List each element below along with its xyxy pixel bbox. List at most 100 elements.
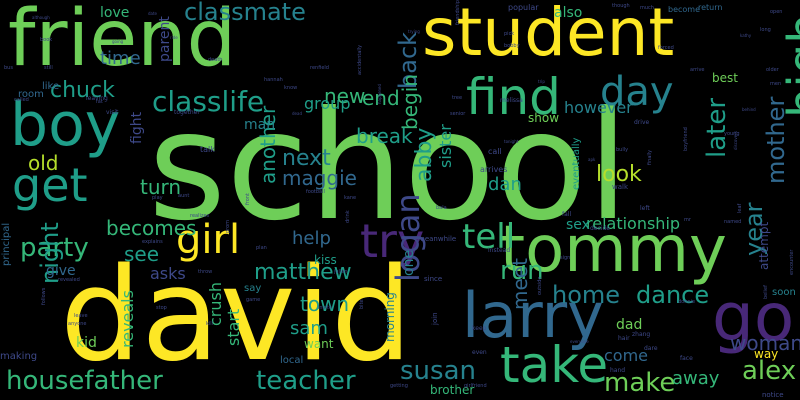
word-date: date [148, 11, 158, 16]
word-open: open [770, 9, 783, 15]
word-run: run [500, 256, 544, 286]
word-prom: prom [225, 219, 231, 233]
word-mother: mother [762, 96, 790, 184]
word-fight: fight [129, 111, 145, 144]
word-named: named [724, 219, 742, 225]
word-girl: girl [176, 217, 241, 263]
word-front: front [245, 193, 251, 205]
word-find: find [466, 68, 561, 126]
word-old: old [28, 151, 59, 175]
word-abby: abby [412, 127, 437, 182]
word-sister: sister [436, 124, 455, 168]
word-boyfriend: boyfriend [683, 127, 689, 151]
word-behind: behind [742, 107, 756, 112]
word-popular: popular [508, 3, 539, 12]
word-trip: trip [538, 79, 545, 84]
word-death: death [208, 57, 223, 63]
word-tell: tell [462, 217, 516, 257]
word-day: day [600, 69, 674, 115]
word-know: know [284, 85, 298, 91]
word-forced: forced [658, 45, 674, 51]
word-drink: drink [345, 210, 351, 223]
word-see: see [124, 242, 160, 266]
word-bus: bus [4, 65, 13, 71]
word-even: even [472, 349, 487, 356]
word-tree: tree [452, 95, 463, 101]
word-renfield: renfield [310, 65, 329, 71]
word-meet: meet [508, 258, 532, 310]
word-bite: bite [359, 299, 365, 309]
word-talk: talk [200, 145, 215, 154]
word-discovers: discovers [733, 131, 738, 150]
word-follows: follows [41, 287, 47, 305]
word-bala: bala [436, 205, 447, 211]
word-attempt: attempt [757, 221, 771, 270]
word-like: like [42, 81, 60, 92]
word-meanwhile: meanwhile [418, 235, 457, 243]
word-new: new [324, 84, 366, 108]
word-one: one [401, 249, 417, 276]
word-soon: soon [772, 287, 796, 298]
word-classlife: classlife [152, 85, 265, 118]
word-take: take [500, 336, 609, 394]
word-bully: bully [616, 147, 629, 153]
word-dance: dance [636, 281, 710, 309]
word-arrives: arrives [480, 165, 508, 174]
word-older: older [766, 67, 779, 73]
word-keep: keep [472, 325, 487, 332]
word-arrive: arrive [690, 67, 705, 73]
word-bobby: bobby [504, 43, 520, 49]
word-friend: friend [8, 0, 237, 84]
word-dead: dead [292, 111, 302, 116]
word-try: try [360, 214, 425, 268]
word-asks: asks [150, 264, 186, 283]
word-realizes: realizes [190, 213, 210, 219]
word-encounter: encounter [789, 249, 795, 275]
word-group: group [304, 94, 351, 113]
word-apk: apk [588, 157, 596, 162]
word-long: long [760, 27, 771, 33]
word-classmate: classmate [184, 0, 306, 26]
word-end: end [362, 86, 400, 110]
word-morning: morning [383, 292, 397, 342]
word-julien: julien [334, 269, 348, 275]
word-say: say [244, 283, 262, 294]
word-still: still [44, 65, 53, 71]
word-though: though [612, 3, 630, 9]
word-decide: decide [590, 225, 610, 232]
word-hand: hand [610, 367, 626, 374]
word-larry: larry [462, 279, 604, 352]
word-anyone: anyone [68, 321, 87, 327]
word-young: young [724, 131, 740, 137]
word-mr: mr [684, 217, 691, 223]
word-man: man [244, 117, 276, 133]
word-pick: pick [504, 31, 515, 37]
word-party: party [20, 233, 89, 263]
word-game: game [246, 297, 261, 303]
word-left: left [640, 205, 650, 212]
word-zhang: zhang [632, 331, 651, 338]
word-getting: getting [390, 383, 408, 389]
word-come: come [604, 346, 649, 365]
word-join: join [431, 312, 439, 325]
word-play: play [152, 195, 163, 201]
word-kathy: kathy [740, 33, 752, 38]
word-want: want [304, 337, 334, 351]
word-dad: dad [616, 317, 643, 333]
word-drive: drive [634, 119, 650, 126]
word-best: best [712, 71, 738, 85]
word-later: later [702, 97, 732, 158]
word-making: making [0, 351, 38, 362]
word-time: time [100, 48, 141, 69]
word-senior: senior [450, 111, 466, 117]
word-town: town [300, 292, 350, 316]
word-school: school [148, 80, 629, 254]
word-ride: ride [170, 35, 178, 40]
word-boy: boy [10, 90, 121, 160]
word-accidentally: accidentally [357, 44, 363, 75]
word-brother: brother [430, 383, 475, 397]
word-teacher: teacher [256, 366, 356, 396]
word-local: local [280, 355, 304, 366]
word-next: next [282, 146, 331, 171]
